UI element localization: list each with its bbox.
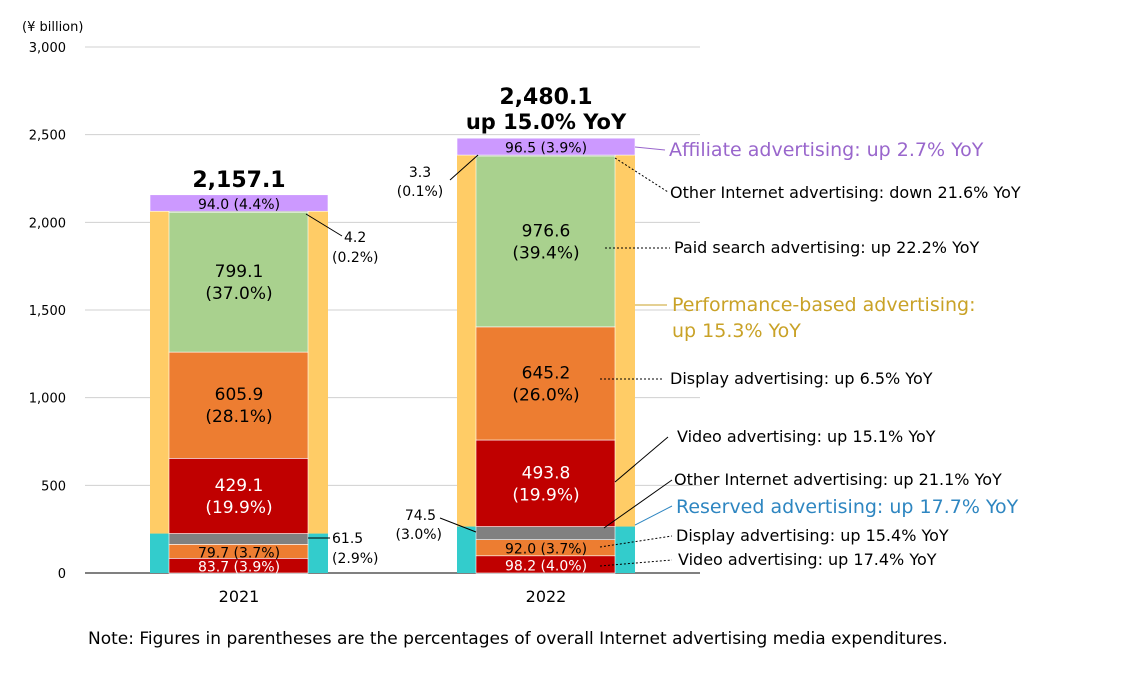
y-tick-label: 3,000 (29, 41, 66, 56)
annotation-line (634, 505, 673, 526)
callout-line (449, 154, 479, 181)
footnote: Note: Figures in parentheses are the per… (88, 629, 948, 649)
data-label-video_perf: 429.1 (215, 476, 264, 496)
annotation-line (599, 535, 673, 548)
bars: 83.7 (3.9%)79.7 (3.7%)429.1(19.9%)605.9(… (149, 137, 636, 576)
data-label-paid_search: 799.1 (215, 262, 264, 282)
callout-pct: (2.9%) (332, 551, 379, 567)
data-label-video_perf: (19.9%) (512, 485, 579, 505)
bar-segment-other_reserved (475, 526, 616, 540)
annotation-performance: up 15.3% YoY (672, 320, 801, 342)
annotation-line (634, 146, 666, 151)
annotation-line (614, 157, 669, 193)
annotation-line (614, 436, 669, 483)
data-label-video_perf: (19.9%) (205, 498, 272, 518)
callout-line (439, 517, 477, 533)
total-label-2022: 2,480.1 (499, 85, 592, 110)
bar-segment-video_perf (475, 439, 616, 527)
bar-segment-other_reserved (168, 533, 309, 545)
annotation-line (603, 479, 673, 529)
y-tick-label: 1,500 (29, 304, 66, 319)
annotation-display-reserved: Display advertising: up 15.4% YoY (676, 526, 949, 545)
data-label-video_reserved: 98.2 (4.0%) (505, 558, 587, 574)
annotations: 2,157.1 2,480.1up 15.0% YoY 61.5 (2.9%) 4.2 (… (192, 85, 1021, 569)
annotation-performance: Performance-based advertising: (672, 294, 976, 316)
y-tick-label: 500 (41, 479, 66, 494)
data-label-paid_search: 976.6 (522, 221, 571, 241)
total-change-2022: up 15.0% YoY (466, 110, 627, 134)
y-tick-label: 2,000 (29, 216, 66, 231)
data-label-display_reserved: 79.7 (3.7%) (198, 545, 280, 561)
annotation-video-reserved: Video advertising: up 17.4% YoY (678, 550, 937, 569)
data-label-display_perf: (28.1%) (205, 407, 272, 427)
total-label-2021: 2,157.1 (192, 168, 285, 193)
annotation-display-perf: Display advertising: up 6.5% YoY (670, 369, 933, 388)
y-unit-label: (¥ billion) (22, 20, 83, 35)
y-tick-label: 0 (58, 567, 66, 582)
bar-segment-display_perf (168, 351, 309, 459)
x-axis: 2021 2022 (219, 587, 567, 606)
callout-line (305, 213, 343, 237)
data-label-display_reserved: 92.0 (3.7%) (505, 542, 587, 558)
bar-segment-paid_search (168, 211, 309, 353)
bar-segment-paid_search (475, 155, 616, 328)
bar-segment-affiliate (149, 194, 329, 212)
annotation-video-perf: Video advertising: up 15.1% YoY (677, 427, 936, 446)
x-tick-label: 2021 (219, 587, 260, 606)
callout-value: 4.2 (344, 230, 366, 246)
callout-value: 61.5 (332, 531, 363, 547)
annotation-other-perf: Other Internet advertising: down 21.6% Y… (670, 183, 1021, 202)
data-label-paid_search: (37.0%) (205, 284, 272, 304)
annotation-reserved: Reserved advertising: up 17.7% YoY (676, 496, 1019, 518)
data-label-display_perf: 605.9 (215, 385, 264, 405)
data-label-display_perf: (26.0%) (512, 385, 579, 405)
callout-pct: (3.0%) (396, 527, 443, 543)
data-label-paid_search: (39.4%) (512, 243, 579, 263)
bar-segment-affiliate (456, 137, 636, 156)
data-label-affiliate: 94.0 (4.4%) (198, 197, 280, 213)
data-label-video_perf: 493.8 (522, 463, 571, 483)
y-tick-label: 2,500 (29, 129, 66, 144)
data-label-display_perf: 645.2 (522, 363, 571, 383)
annotation-other-reserved: Other Internet advertising: up 21.1% YoY (674, 470, 1002, 489)
annotation-affiliate: Affiliate advertising: up 2.7% YoY (669, 139, 984, 161)
bar-segment-display_perf (475, 326, 616, 441)
annotation-paid-search: Paid search advertising: up 22.2% YoY (674, 238, 980, 257)
data-label-video_reserved: 83.7 (3.9%) (198, 560, 280, 576)
x-tick-label: 2022 (526, 587, 567, 606)
data-label-affiliate: 96.5 (3.9%) (505, 141, 587, 157)
callout-pct: (0.2%) (332, 250, 379, 266)
y-tick-label: 1,000 (29, 392, 66, 407)
callout-value: 74.5 (405, 508, 436, 524)
callout-value: 3.3 (409, 165, 431, 181)
y-axis: 0 500 1,000 1,500 2,000 2,500 3,000 (29, 41, 66, 582)
annotation-line (599, 559, 673, 567)
callout-pct: (0.1%) (397, 184, 444, 200)
